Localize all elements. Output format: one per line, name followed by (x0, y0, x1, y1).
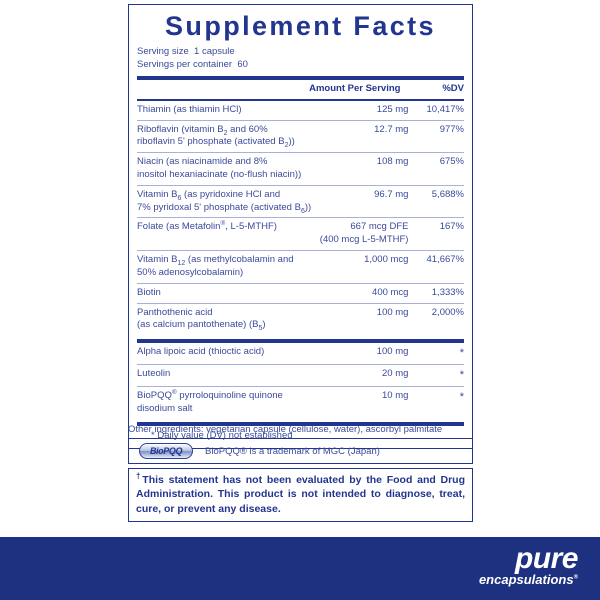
nutrient-name-line2: disodium salt (137, 402, 193, 414)
nutrient-amount: 100 mg (319, 302, 409, 336)
nutrient-name-line2: inositol hexaniacinate (no-flush niacin)… (137, 169, 302, 181)
nutrient-amount-line1: 1,000 mcg (364, 254, 409, 266)
table-row: Vitamin B12 (as methylcobalamin and 50% a… (137, 250, 464, 284)
nutrient-amount-line1: 96.7 mg (374, 188, 409, 200)
nutrient-name: Alpha lipoic acid (thioctic acid) (137, 343, 320, 364)
nutrient-dv: * (408, 364, 464, 387)
column-header-name (137, 80, 309, 99)
table-row: Panthothenic acid (as calcium pantothena… (137, 302, 464, 336)
nutrient-name: Luteolin (137, 364, 321, 387)
nutrient-amount: 125 mg (320, 101, 409, 120)
serving-size-label: Serving size (137, 46, 189, 58)
nutrient-amount-line1: 12.7 mg (374, 123, 409, 135)
nutrient-name: BioPQQ® pyrroloquinoline quinone disodium… (137, 385, 321, 419)
nutrient-name: Panthothenic acid (as calcium pantothena… (137, 302, 320, 336)
dagger-icon: † (136, 471, 143, 481)
divider-thick-bottom (137, 422, 464, 427)
nutrient-name-line1: Biotin (137, 286, 161, 298)
other-ingredients-text: Other ingredients: vegetarian capsule (c… (128, 424, 443, 435)
divider-under-header (137, 98, 464, 101)
nutrient-dv: 675% (408, 152, 464, 186)
table-row: Vitamin B6 (as pyridoxine HCl and 7% pyri… (137, 184, 464, 218)
pure-encapsulations-logo: pure encapsulations® (478, 542, 579, 587)
nutrient-amount-line1: 400 mcg (372, 286, 409, 298)
brand-subtitle-text: encapsulations (478, 572, 574, 587)
biopqq-trademark-text: BioPQQ® is a trademark of MGC (Japan) (205, 445, 380, 457)
nutrient-dv: 977% (408, 119, 464, 153)
nutrient-amount: 400 mcg (319, 282, 409, 304)
biopqq-logo-icon: BioPQQ (139, 443, 193, 459)
nutrient-amount-line1: 20 mg (382, 368, 409, 379)
nutrient-dv: * (459, 347, 464, 360)
servings-per-container-line: Servings per container 60 (137, 59, 464, 72)
nutrient-name-line1: Luteolin (137, 368, 171, 379)
nutrient-amount: 20 mg (320, 364, 409, 387)
brand-subtitle: encapsulations® (478, 572, 578, 587)
fda-disclaimer-body: This statement has not been evaluated by… (136, 474, 466, 515)
biopqq-trademark-box: BioPQQ BioPQQ® is a trademark of MGC (Ja… (128, 438, 473, 464)
nutrient-amount: 108 mg (319, 152, 409, 186)
nutrient-dv: 2,000% (408, 302, 464, 336)
nutrient-dv: 10,417% (426, 103, 464, 115)
fda-disclaimer-text: †This statement has not been evaluated b… (136, 471, 466, 516)
servings-per-container-label: Servings per container (137, 59, 233, 71)
fda-disclaimer-box: †This statement has not been evaluated b… (128, 468, 473, 523)
nutrient-amount: 667 mcg DFE (400 mcg L-5-MTHF) (319, 217, 409, 251)
nutrient-name: Biotin (137, 282, 320, 304)
nutrient-dv: 41,667% (408, 250, 464, 284)
nutrient-dv: * (408, 385, 464, 419)
page-title: Supplement Facts (165, 11, 436, 41)
nutrient-amount: 100 mg (320, 343, 409, 364)
nutrient-name: Thiamin (as thiamin HCl) (137, 101, 320, 120)
nutrients-table: Amount Per Serving %DV (137, 80, 464, 99)
nutrient-name: Vitamin B6 (as pyridoxine HCl and 7% pyri… (137, 184, 320, 218)
nutrient-amount-line1: 100 mg (376, 346, 409, 358)
nutrient-name: Folate (as Metafolin®, L-5-MTHF) (137, 217, 320, 251)
nutrient-amount-line1: 667 mcg DFE (350, 221, 409, 233)
nutrient-name-line1: Alpha lipoic acid (thioctic acid) (137, 346, 265, 358)
nutrient-amount: 12.7 mg (319, 119, 409, 153)
table-row: Luteolin 20 mg * (137, 364, 464, 387)
nutrient-name: Riboflavin (vitamin B2 and 60% riboflavin… (137, 119, 320, 153)
registered-mark-icon: ® (573, 574, 578, 581)
nutrient-amount-line1: 10 mg (382, 389, 409, 401)
table-row: Folate (as Metafolin®, L-5-MTHF) 667 mcg… (137, 217, 464, 251)
nutrient-amount-line1: 125 mg (376, 103, 409, 115)
table-row: Alpha lipoic acid (thioctic acid) 100 mg… (137, 343, 464, 364)
brand-name: pure (514, 542, 579, 575)
supplement-facts-panel: Supplement Facts Serving size 1 capsule … (128, 4, 473, 450)
daily-value-footnote: * Daily value (DV) not established (151, 430, 293, 442)
table-row: Biotin 400 mcg 1,333% (137, 282, 464, 304)
nutrient-name-line1: Niacin (as niacinamide and 8% (137, 156, 268, 168)
table-row: Thiamin (as thiamin HCl) 125 mg 10,417% (137, 101, 464, 120)
nutrient-dv: 167% (408, 217, 464, 251)
nutrient-amount-line2: (400 mcg L-5-MTHF) (319, 234, 409, 246)
table-row: BioPQQ® pyrroloquinoline quinone disodium… (137, 385, 464, 419)
nutrient-name: Vitamin B12 (as methylcobalamin and 50% a… (137, 250, 320, 284)
nutrient-dv: 1,333% (408, 282, 464, 304)
servings-per-container-value: 60 (237, 59, 248, 71)
table-row: Riboflavin (vitamin B2 and 60% riboflavin… (137, 119, 464, 153)
column-header-dv: %DV (442, 82, 464, 94)
serving-size-value: 1 capsule (194, 46, 235, 58)
nutrient-amount: 10 mg (320, 385, 409, 419)
divider-thick-middle (137, 339, 464, 344)
divider-thick-top (137, 75, 464, 80)
other-nutrients-table: Alpha lipoic acid (thioctic acid) 100 mg… (137, 343, 464, 419)
nutrient-name-line1: Thiamin (as thiamin HCl) (137, 103, 242, 115)
nutrient-name-line1: Panthothenic acid (137, 306, 213, 318)
nutrient-dv: 5,688% (408, 184, 464, 218)
nutrient-amount: 1,000 mcg (319, 250, 409, 284)
nutrients-table-body: Thiamin (as thiamin HCl) 125 mg 10,417% … (137, 101, 464, 336)
brand-footer-bar: pure encapsulations® (0, 537, 600, 600)
table-row: Niacin (as niacinamide and 8% inositol h… (137, 152, 464, 186)
nutrient-amount-line1: 100 mg (376, 306, 409, 318)
table-header-row: Amount Per Serving %DV (137, 80, 464, 99)
column-header-amount: Amount Per Serving (309, 82, 401, 94)
nutrient-amount: 96.7 mg (319, 184, 409, 218)
serving-size-line: Serving size 1 capsule (137, 46, 464, 59)
nutrient-amount-line1: 108 mg (376, 156, 409, 168)
nutrient-name: Niacin (as niacinamide and 8% inositol h… (137, 152, 320, 186)
